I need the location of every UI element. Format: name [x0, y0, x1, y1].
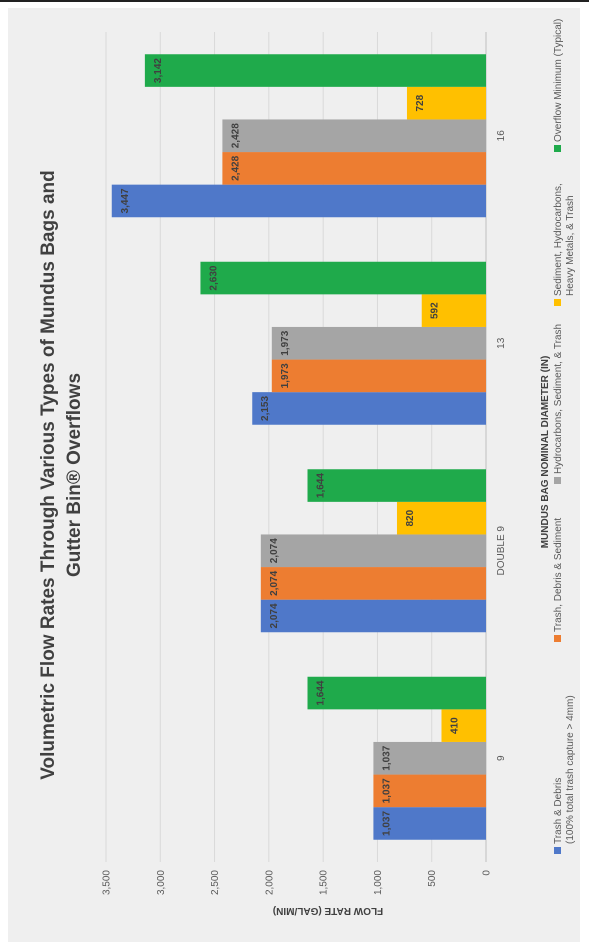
bar: [260, 599, 486, 633]
data-label: 410: [449, 717, 460, 734]
x-tick-label: 16: [496, 130, 507, 142]
bar: [252, 392, 486, 425]
data-label: 2,428: [230, 123, 241, 148]
legend-label: Sediment, Hydrocarbons,: [553, 183, 564, 296]
bar: [396, 501, 487, 535]
data-label: 3,447: [120, 188, 131, 213]
chart-rotated-root: 1,037 1,037 1,037 410 1,644 2,074 2,074 2,074 82…: [38, 19, 576, 916]
data-label: 1,644: [316, 680, 327, 705]
data-label: 728: [415, 94, 426, 111]
data-label: 1,644: [316, 473, 327, 498]
y-tick-label: 2,000: [264, 870, 275, 895]
y-tick-label: 500: [427, 870, 438, 887]
bar: [307, 676, 486, 710]
data-label: 2,074: [269, 538, 280, 563]
data-label: 2,074: [269, 570, 280, 595]
legend-swatch: [554, 145, 561, 152]
y-tick-label: 1,500: [319, 870, 330, 895]
bar: [307, 469, 486, 502]
legend-label: Overflow Minimum (Typical): [553, 19, 564, 142]
data-label: 1,037: [381, 778, 392, 803]
bar: [222, 152, 486, 185]
bar: [271, 326, 486, 360]
legend-swatch: [554, 847, 561, 854]
bar: [260, 534, 486, 568]
chart-title-line1: Volumetric Flow Rates Through Various Ty…: [38, 170, 59, 779]
bar: [373, 774, 487, 808]
bar: [441, 709, 487, 742]
legend-swatch: [554, 299, 561, 306]
y-tick-label: 3,500: [102, 870, 113, 895]
x-tick-label: 9: [496, 755, 507, 761]
bar: [111, 184, 487, 218]
bar: [271, 359, 486, 393]
bar: [200, 261, 486, 295]
y-tick-label: 0: [482, 870, 493, 876]
bar: [144, 54, 487, 87]
y-tick-label: 1,000: [373, 870, 384, 895]
bar: [373, 807, 487, 840]
bar: [406, 86, 486, 120]
x-tick-label: DOUBLE 9: [496, 526, 507, 576]
axis-layer: 0 500 1,000 1,500 2,000 2,500 3,000 3,500 9 DOUBL…: [102, 130, 508, 895]
data-label: 1,973: [280, 330, 291, 355]
bar: [373, 741, 487, 775]
legend-label-line2: (100% total trash capture > 4mm): [565, 695, 576, 844]
bars-layer: [111, 54, 487, 840]
y-tick-label: 3,000: [156, 870, 167, 895]
x-axis-title: MUNDUS BAG NOMINAL DIAMETER (IN): [540, 356, 551, 549]
data-label: 1,973: [280, 363, 291, 388]
data-label: 2,428: [230, 155, 241, 180]
legend-swatch: [554, 477, 561, 484]
data-label: 2,153: [260, 396, 271, 421]
legend-label: Trash, Debris & Sediment: [553, 518, 564, 632]
top-rule: [0, 0, 589, 2]
legend-label: Trash & Debris: [553, 778, 564, 844]
bar: [421, 294, 486, 327]
legend-swatch: [554, 635, 561, 642]
chart-title-line2: Gutter Bin® Overflows: [64, 373, 85, 577]
data-label: 592: [430, 302, 441, 319]
data-label: 3,142: [153, 58, 164, 83]
y-axis-title: FLOW RATE (GAL/MIN): [273, 905, 383, 916]
x-tick-label: 13: [496, 337, 507, 349]
y-tick-label: 2,500: [210, 870, 221, 895]
bar: [222, 119, 486, 153]
data-labels-layer: 1,037 1,037 1,037 410 1,644 2,074 2,074 2,074 82…: [120, 58, 461, 836]
legend-label-line2: Heavy Metals, & Trash: [565, 195, 576, 296]
bar: [260, 567, 486, 600]
data-label: 2,630: [208, 265, 219, 290]
legend-label: Hydrocarbons, Sediment, & Trash: [553, 324, 564, 474]
data-label: 1,037: [381, 811, 392, 836]
data-label: 2,074: [269, 603, 280, 628]
data-label: 820: [405, 509, 416, 526]
data-label: 1,037: [381, 745, 392, 770]
legend: Trash & Debris (100% total trash capture …: [553, 19, 576, 854]
